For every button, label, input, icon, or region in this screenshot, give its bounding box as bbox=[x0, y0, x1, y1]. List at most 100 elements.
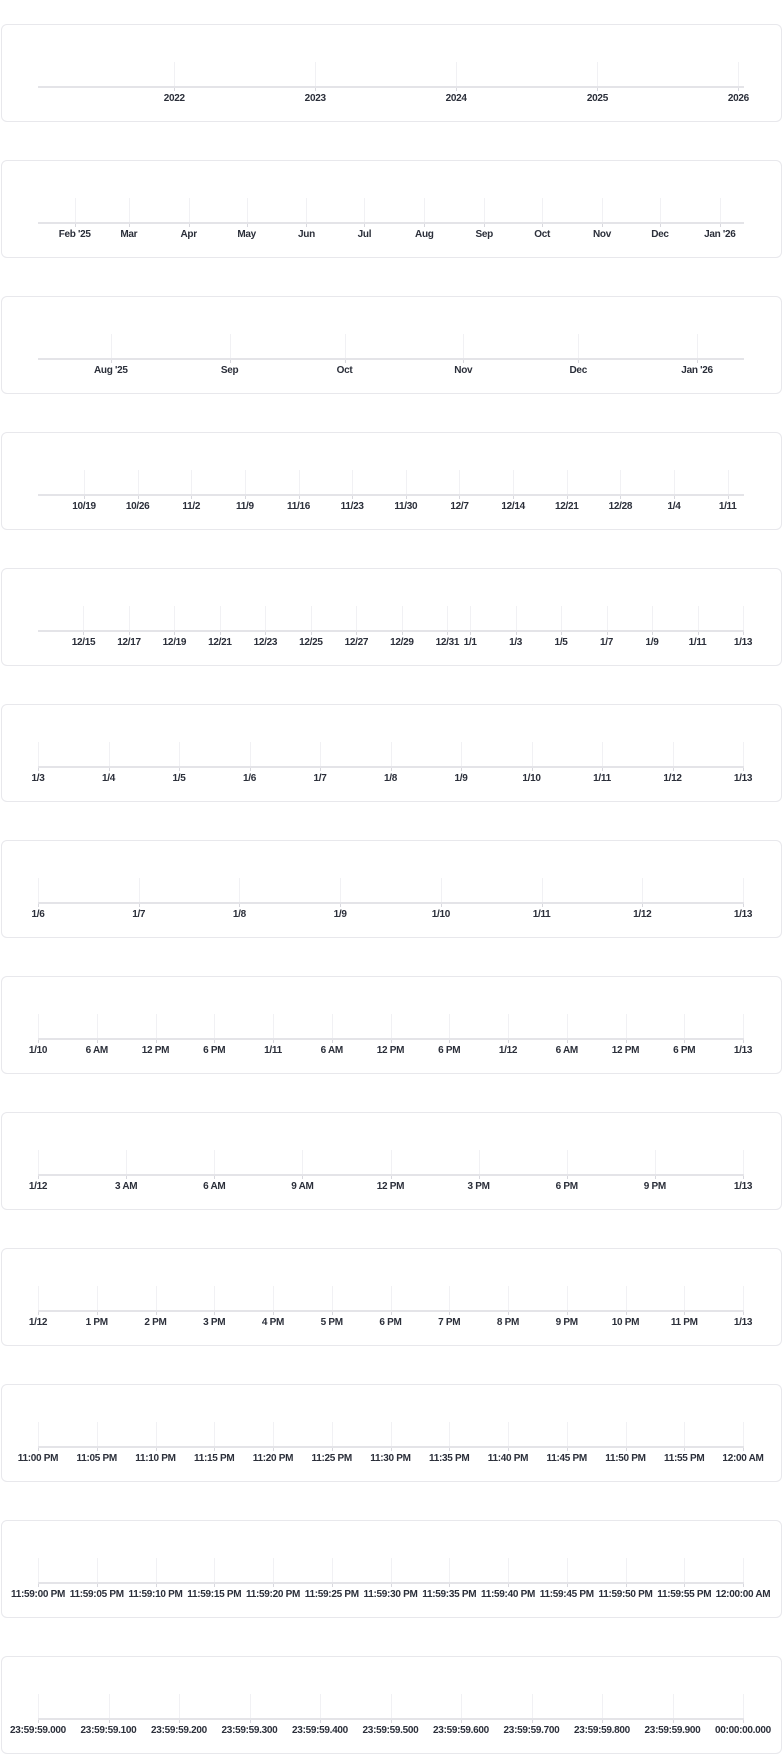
tick-label: Nov bbox=[593, 229, 611, 240]
timeline-chart-card: 1/12 3 AM 6 AM 9 AM 12 PM 3 PM 6 PM 9 PM 1/13 bbox=[1, 1112, 782, 1210]
gridline bbox=[456, 62, 458, 86]
tick-label: 23:59:59.000 bbox=[10, 1725, 66, 1736]
tick-mark bbox=[719, 224, 721, 227]
gridline bbox=[331, 1558, 333, 1582]
gridline bbox=[249, 1694, 251, 1718]
gridline bbox=[273, 1558, 274, 1582]
tick-mark bbox=[331, 1312, 333, 1315]
gridline bbox=[219, 606, 221, 630]
gridline bbox=[110, 334, 112, 358]
gridline bbox=[390, 1150, 392, 1174]
gridline bbox=[743, 1694, 744, 1718]
timeline-chart-card: 23:59:59.000 23:59:59.100 23:59:59.200 23:5… bbox=[1, 1656, 782, 1754]
tick-mark bbox=[727, 496, 729, 499]
tick-label: 11:59:30 PM bbox=[363, 1589, 418, 1600]
tick-mark bbox=[405, 496, 407, 499]
tick-label: 11:59:55 PM bbox=[657, 1589, 712, 1600]
gridline bbox=[188, 198, 190, 222]
gridline bbox=[155, 1422, 157, 1446]
gridline bbox=[38, 742, 39, 766]
tick-mark bbox=[331, 1448, 333, 1451]
tick-mark bbox=[390, 1040, 392, 1043]
tick-mark bbox=[306, 224, 308, 227]
tick-label: 11:00 PM bbox=[17, 1453, 59, 1464]
tick-mark bbox=[459, 496, 461, 499]
gridline bbox=[743, 606, 744, 630]
gridline bbox=[249, 742, 251, 766]
tick-label: Sep bbox=[475, 229, 493, 240]
tick-label: 11:59:05 PM bbox=[69, 1589, 124, 1600]
tick-label: 12/21 bbox=[208, 637, 232, 648]
tick-label: 1/9 bbox=[645, 637, 659, 648]
gridline bbox=[738, 62, 740, 86]
tick-label: Mar bbox=[120, 229, 138, 240]
gridline bbox=[390, 1422, 392, 1446]
tick-mark bbox=[566, 1040, 568, 1043]
gridline bbox=[331, 1286, 333, 1310]
tick-mark bbox=[188, 224, 190, 227]
gridline bbox=[38, 1014, 39, 1038]
tick-mark bbox=[38, 1584, 39, 1587]
tick-label: 12 PM bbox=[611, 1045, 640, 1056]
tick-label: 11:25 PM bbox=[311, 1453, 353, 1464]
tick-label: 3 PM bbox=[203, 1317, 226, 1328]
tick-label: 11:50 PM bbox=[605, 1453, 646, 1464]
tick-mark bbox=[331, 1584, 333, 1587]
gridline bbox=[306, 198, 308, 222]
tick-label: 1/11 bbox=[593, 773, 611, 784]
gridline bbox=[401, 606, 403, 630]
gridline bbox=[191, 470, 193, 494]
tick-label: 12/25 bbox=[299, 637, 323, 648]
tick-label: Oct bbox=[336, 365, 353, 376]
gridline bbox=[128, 606, 130, 630]
tick-mark bbox=[174, 632, 176, 635]
x-axis-line bbox=[38, 1582, 744, 1584]
tick-label: 9 AM bbox=[291, 1181, 314, 1192]
x-axis-line bbox=[38, 630, 744, 632]
tick-label: 1/5 bbox=[554, 637, 568, 648]
timeline-chart-card: 2022 2023 2024 2025 2026 bbox=[1, 24, 782, 122]
tick-mark bbox=[606, 632, 608, 635]
tick-label: 23:59:59.500 bbox=[362, 1725, 419, 1736]
gridline bbox=[625, 1422, 627, 1446]
gridline bbox=[273, 1014, 274, 1038]
tick-label: 11:59:50 PM bbox=[598, 1589, 653, 1600]
gridline bbox=[478, 1150, 480, 1174]
tick-label: Sep bbox=[220, 365, 239, 376]
tick-label: Nov bbox=[454, 365, 473, 376]
tick-label: 11/2 bbox=[182, 501, 201, 512]
tick-label: 10 PM bbox=[611, 1317, 640, 1328]
gridline bbox=[352, 470, 354, 494]
gridline bbox=[179, 742, 180, 766]
tick-label: 2025 bbox=[586, 93, 608, 104]
tick-mark bbox=[38, 1720, 39, 1723]
tick-mark bbox=[654, 1176, 656, 1179]
tick-mark bbox=[652, 632, 654, 635]
tick-mark bbox=[440, 904, 442, 907]
tick-label: 6 AM bbox=[85, 1045, 109, 1056]
tick-mark bbox=[179, 1720, 180, 1723]
tick-label: Apr bbox=[180, 229, 197, 240]
tick-mark bbox=[424, 224, 426, 227]
tick-label: 1/11 bbox=[718, 501, 737, 512]
gridline bbox=[302, 1150, 304, 1174]
gridline bbox=[244, 470, 246, 494]
tick-label: 23:59:59.700 bbox=[503, 1725, 560, 1736]
gridline bbox=[449, 1422, 451, 1446]
tick-label: 9 PM bbox=[555, 1317, 578, 1328]
tick-label: 11:35 PM bbox=[429, 1453, 470, 1464]
x-axis-line bbox=[38, 222, 744, 224]
tick-mark bbox=[390, 768, 392, 771]
gridline bbox=[625, 1014, 627, 1038]
tick-label: 11/9 bbox=[236, 501, 254, 512]
x-axis-line bbox=[38, 494, 744, 496]
tick-mark bbox=[566, 1176, 568, 1179]
tick-mark bbox=[110, 360, 112, 363]
tick-label: 1/12 bbox=[28, 1317, 48, 1328]
tick-mark bbox=[449, 1312, 451, 1315]
x-axis-line bbox=[38, 1310, 744, 1312]
tick-mark bbox=[743, 1040, 744, 1043]
tick-mark bbox=[625, 1040, 627, 1043]
tick-label: 1/4 bbox=[667, 501, 681, 512]
tick-label: 12/19 bbox=[162, 637, 187, 648]
